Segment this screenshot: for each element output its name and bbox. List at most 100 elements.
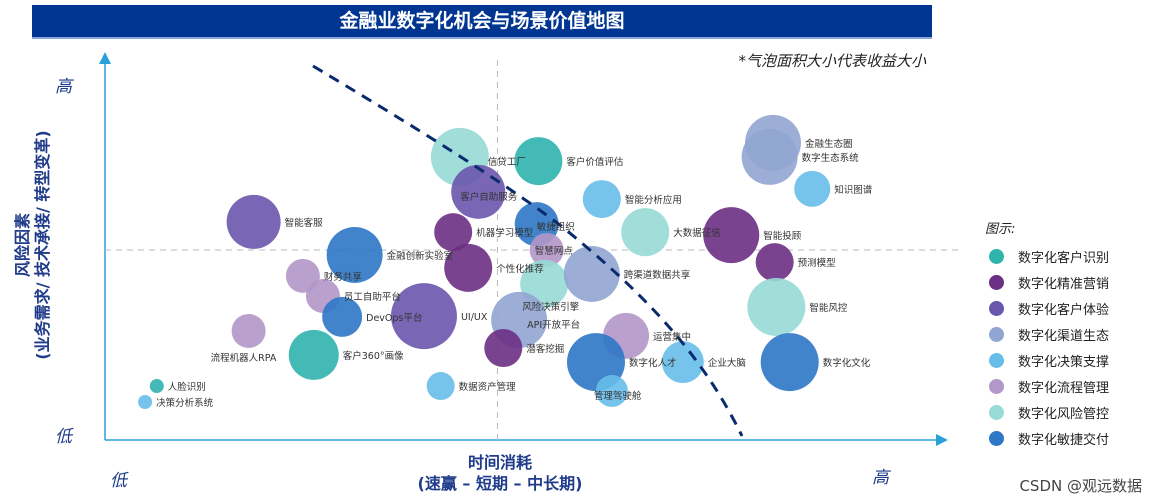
bubble-label: 风险决策引擎 (522, 301, 580, 313)
legend-label: 数字化精准营销 (1018, 276, 1110, 292)
legend-label: 数字化客户体验 (1018, 302, 1110, 318)
x-axis-subtitle: (速赢 – 短期 – 中长期) (417, 474, 583, 493)
bubble-label: 员工自助平台 (344, 291, 401, 303)
watermark: CSDN @观远数据 (1019, 477, 1142, 495)
legend-label: 数字化决策支撑 (1018, 354, 1110, 370)
legend-label: 数字化渠道生态 (1018, 328, 1110, 344)
bubble (390, 283, 457, 350)
legend-title: 图示: (985, 222, 1016, 237)
x-low-label: 低 (110, 471, 127, 491)
legend-item: 数字化精准营销 (985, 269, 1109, 295)
bubble (747, 278, 806, 336)
bubble (444, 243, 493, 292)
bubble-label: 客户价值评估 (566, 156, 624, 168)
legend-marker (989, 274, 1004, 290)
legend-item: 数字化渠道生态 (985, 321, 1109, 347)
y-high-label: 高 (55, 77, 72, 97)
legend-marker (989, 430, 1004, 446)
bubble-label: DevOps平台 (366, 312, 422, 324)
bubble-label: 数字化文化 (823, 357, 871, 369)
bubble-label: 敏捷组织 (537, 221, 575, 233)
bubble-label: 信贷工厂 (488, 156, 526, 168)
bubble (582, 180, 621, 219)
bubble-label: 运营集中 (653, 331, 691, 343)
bubble (226, 194, 281, 249)
bubble-label: 智能投顾 (763, 230, 802, 242)
legend-item: 数字化流程管理 (985, 373, 1109, 399)
legend-item: 数字化敏捷交付 (985, 425, 1109, 451)
bubble-label: 数字化人才 (629, 357, 677, 369)
bubble-label: 智能风控 (809, 302, 848, 314)
bubble-label: 智能客服 (285, 217, 324, 229)
legend-item: 数字化决策支撑 (985, 347, 1109, 373)
bubble (149, 379, 164, 394)
y-low-label: 低 (55, 427, 72, 447)
legend-marker (989, 404, 1004, 420)
bubble-label: 客户360°画像 (343, 350, 404, 362)
legend-item: 数字化风险管控 (985, 399, 1109, 425)
bubble-label: 智能分析应用 (625, 194, 682, 206)
bubble-label: 数字生态系统 (802, 152, 860, 164)
bubble-label: 客户自助服务 (460, 191, 518, 203)
bubble-label: 人脸识别 (168, 381, 206, 393)
legend-marker (989, 378, 1004, 394)
bubble-label: 个性化推荐 (496, 263, 544, 275)
legend-marker (989, 300, 1004, 316)
bubble-label: 机器学习模型 (476, 227, 534, 239)
bubble (484, 329, 523, 368)
bubble (138, 395, 153, 409)
legend-label: 数字化风险管控 (1018, 406, 1110, 422)
bubble-label: 潜客挖掘 (526, 343, 564, 355)
frontier-dashed-curve (312, 64, 744, 437)
legend-item: 数字化客户识别 (985, 243, 1109, 269)
legend-label: 数字化敏捷交付 (1018, 432, 1110, 448)
chart-title: 金融业数字化机会与场景价值地图 (32, 5, 932, 39)
bubble (741, 128, 798, 185)
bubble-label: 金融生态圈 (805, 138, 853, 150)
bubble (755, 243, 794, 282)
legend-marker (989, 248, 1004, 264)
bubble-label: 金融创新实验室 (387, 250, 454, 262)
bubble (322, 296, 363, 337)
x-high-label: 高 (872, 468, 889, 488)
bubble-label: UI/UX (461, 312, 488, 323)
bubble-label: 大数据征信 (673, 227, 721, 239)
bubble (595, 374, 628, 407)
bubble-label: 数据资产管理 (459, 381, 517, 393)
y-axis-label: 风险因素 (业务需求/ 技术承接/ 转型变革) (13, 95, 53, 395)
legend-marker (989, 326, 1004, 342)
bubble-label: 决策分析系统 (156, 397, 214, 409)
bubble (661, 341, 704, 384)
y-axis-subtitle: (业务需求/ 技术承接/ 转型变革) (33, 130, 52, 360)
bubble-size-note: *气泡面积大小代表收益大小 (738, 52, 926, 70)
legend-item: 数字化客户体验 (985, 295, 1109, 321)
legend-marker (989, 352, 1004, 368)
bubble-label: 知识图谱 (834, 184, 873, 196)
legend-label: 数字化流程管理 (1018, 380, 1110, 396)
x-axis-title: 时间消耗 (467, 453, 532, 472)
bubble (529, 233, 564, 267)
bubble (231, 313, 266, 348)
bubble (794, 170, 831, 207)
y-axis-title: 风险因素 (13, 213, 32, 278)
bubble-label: API开放平台 (527, 319, 580, 331)
bubble-label: 跨渠道数据共享 (624, 269, 691, 281)
legend: 图示: 数字化客户识别 数字化精准营销 数字化客户体验 数字化渠道生态 数字化决策支撑数… (985, 218, 1109, 451)
bubble (288, 329, 339, 380)
bubble (426, 372, 455, 401)
bubble-label: 企业大脑 (708, 357, 746, 369)
x-axis-label: 时间消耗 (速赢 – 短期 – 中长期) (350, 452, 650, 494)
bubble (514, 137, 563, 186)
bubble (434, 213, 473, 252)
bubble-label: 智慧网点 (535, 245, 574, 257)
legend-label: 数字化客户识别 (1018, 250, 1110, 266)
bubble (760, 333, 819, 392)
bubble (563, 245, 620, 302)
bubble (326, 226, 383, 283)
bubble (703, 207, 760, 264)
bubble (621, 208, 670, 257)
bubble-label: 管理驾驶舱 (594, 390, 642, 402)
bubble-label: 预测模型 (798, 257, 837, 269)
bubble-label: 财务共享 (324, 271, 362, 283)
